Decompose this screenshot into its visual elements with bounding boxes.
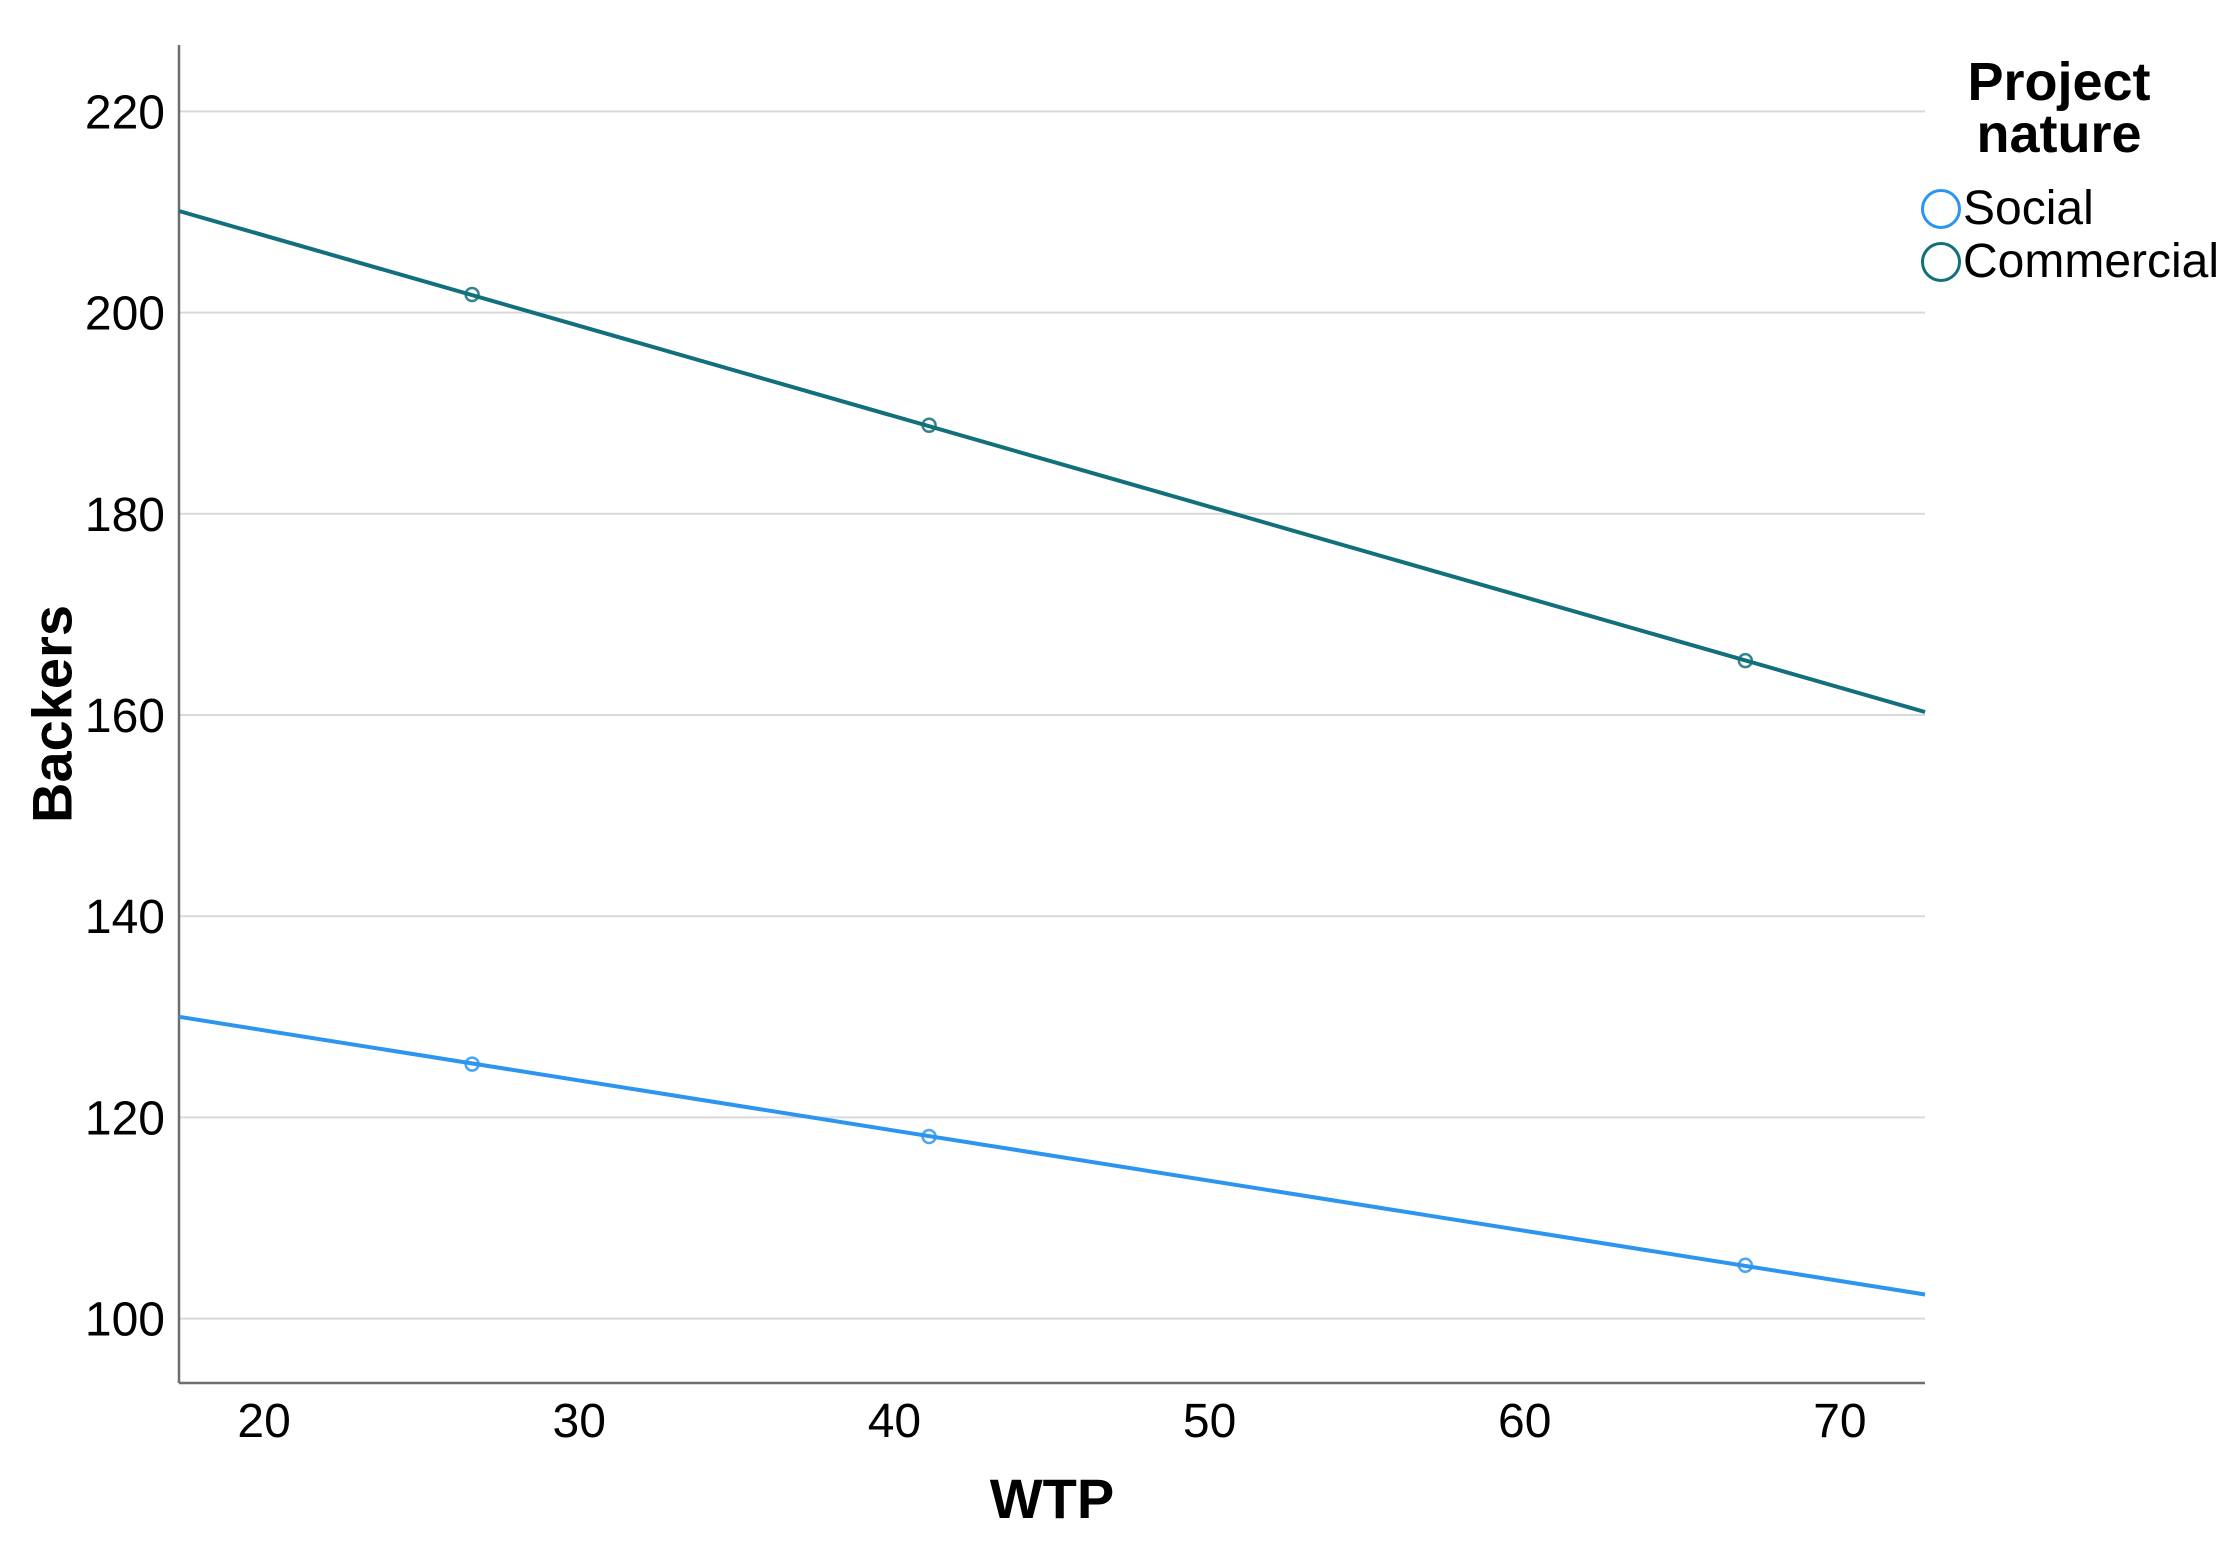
x-tick-label: 50 bbox=[1183, 1395, 1236, 1448]
x-tick-label: 60 bbox=[1498, 1395, 1551, 1448]
legend-title: Project nature bbox=[1967, 52, 2151, 164]
fit-line-commercial bbox=[178, 209, 1926, 714]
y-axis-title: Backers bbox=[20, 605, 84, 823]
fit-line-social bbox=[178, 1014, 1926, 1297]
y-tick-label: 160 bbox=[85, 690, 165, 743]
x-tick-label: 40 bbox=[868, 1395, 921, 1448]
y-tick-label: 180 bbox=[85, 489, 165, 542]
legend-label: Social bbox=[1963, 182, 2094, 235]
data-point-commercial bbox=[1737, 652, 1754, 669]
legend-entry-social: Social bbox=[1921, 182, 2210, 235]
data-point-commercial bbox=[921, 417, 937, 434]
x-tick-label: 30 bbox=[553, 1395, 606, 1448]
data-point-commercial bbox=[464, 286, 480, 303]
x-axis-title: WTP bbox=[989, 1467, 1115, 1530]
y-tick-label: 120 bbox=[85, 1092, 165, 1145]
data-point-social bbox=[921, 1128, 937, 1145]
data-point-social bbox=[464, 1056, 480, 1072]
data-point-social bbox=[1737, 1257, 1754, 1274]
legend-entry-commercial: Commercial bbox=[1921, 235, 2219, 288]
legend-entries: Social Commercial bbox=[1908, 182, 2219, 288]
x-tick-label: 20 bbox=[237, 1395, 290, 1448]
legend-circle-icon bbox=[1921, 241, 1961, 282]
y-tick-label: 140 bbox=[85, 891, 165, 944]
y-tick-label: 220 bbox=[85, 86, 165, 139]
y-tick-label: 200 bbox=[85, 288, 165, 341]
legend-label: Commercial bbox=[1963, 235, 2220, 288]
legend: Project nature Social Commercial bbox=[1908, 52, 2219, 288]
y-tick-label: 100 bbox=[85, 1294, 165, 1347]
legend-circle-icon bbox=[1921, 188, 1961, 229]
x-tick-label: 70 bbox=[1813, 1395, 1866, 1448]
